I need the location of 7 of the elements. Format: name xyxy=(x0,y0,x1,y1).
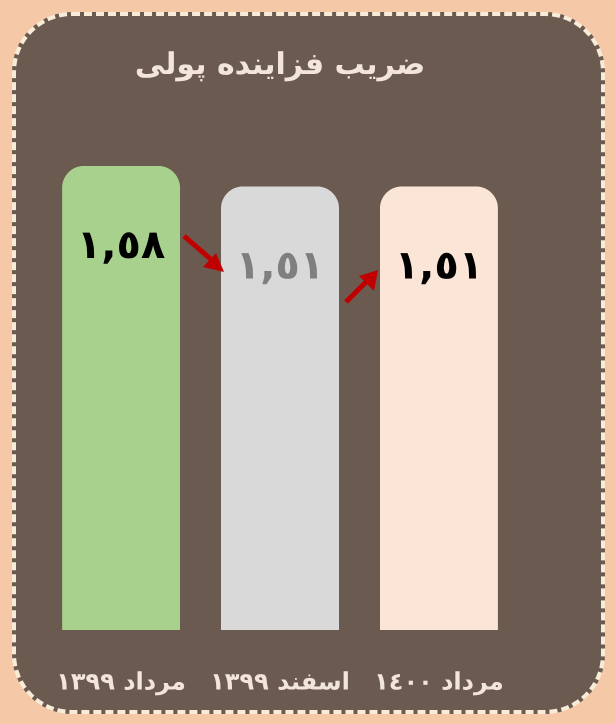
x-tick-label: اسفند ١٣٩٩ xyxy=(210,668,350,696)
x-tick-label: مرداد ١٤٠٠ xyxy=(374,668,504,696)
chart-title: ضریب فزاینده پولی xyxy=(134,47,426,82)
data-label: ١,٥١ xyxy=(394,242,484,288)
data-label: ١,٥١ xyxy=(236,242,324,288)
x-tick-label: مرداد ١٣٩٩ xyxy=(56,668,186,696)
data-label: ١,٥٨ xyxy=(76,222,166,268)
